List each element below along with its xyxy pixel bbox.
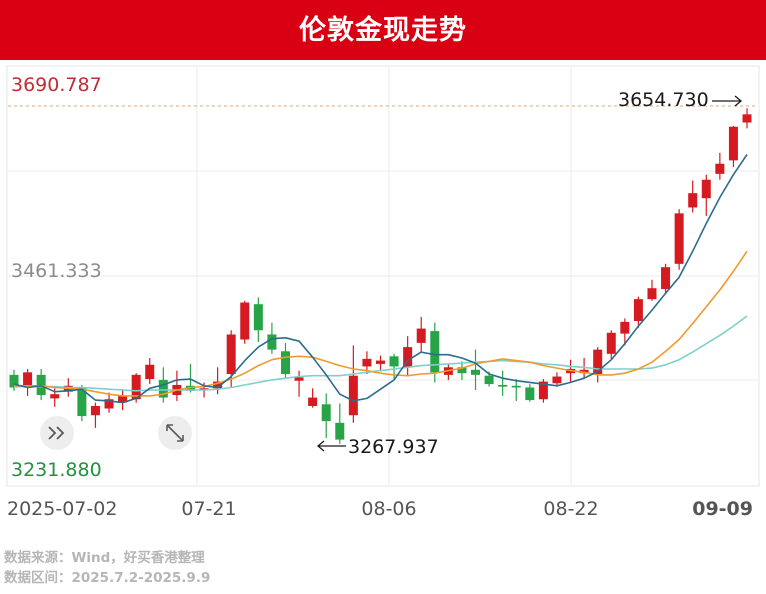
candle-body bbox=[348, 375, 358, 416]
candle-body bbox=[36, 374, 46, 396]
candle-body bbox=[688, 193, 698, 208]
candle-body bbox=[674, 213, 684, 264]
max-annotation-label: 3654.730 bbox=[618, 89, 709, 111]
candle-body bbox=[525, 387, 535, 401]
ma10-line bbox=[14, 250, 748, 397]
candle-body bbox=[280, 351, 290, 375]
double-chevron-right-icon-bg bbox=[40, 416, 74, 450]
candle-body bbox=[620, 321, 630, 334]
candle-body bbox=[715, 163, 725, 174]
candle-body bbox=[742, 114, 752, 123]
min-annotation-arrow bbox=[316, 440, 346, 452]
candle-body bbox=[403, 347, 413, 368]
candle-body bbox=[308, 397, 318, 406]
candle-body bbox=[23, 372, 33, 388]
candle-body bbox=[118, 395, 128, 403]
candle-body bbox=[199, 388, 209, 390]
candle-body bbox=[240, 302, 250, 340]
candle-body bbox=[579, 369, 589, 374]
candle-body bbox=[728, 126, 738, 161]
candle-body bbox=[538, 381, 548, 400]
candle-body bbox=[471, 369, 481, 375]
candle-body bbox=[77, 387, 87, 417]
range-note: 数据区间：2025.7.2-2025.9.9 bbox=[4, 570, 211, 586]
candle-body bbox=[90, 405, 100, 416]
candle-body bbox=[416, 328, 426, 343]
candle-body bbox=[593, 349, 603, 375]
double-chevron-right-icon bbox=[48, 426, 65, 440]
candle-body bbox=[253, 304, 263, 331]
min-annotation-label: 3267.937 bbox=[348, 436, 439, 458]
candle-body bbox=[701, 179, 711, 199]
candle-body bbox=[9, 374, 19, 388]
candle-body bbox=[661, 267, 671, 290]
max-annotation-arrow bbox=[712, 95, 743, 107]
candle-body bbox=[131, 374, 141, 400]
candle-body bbox=[457, 367, 467, 374]
candle-body bbox=[606, 332, 616, 354]
candle-body bbox=[498, 384, 508, 387]
chart-title: 伦敦金现走势 bbox=[0, 0, 766, 60]
x-tick-label: 08-22 bbox=[543, 498, 598, 520]
candle-body bbox=[213, 381, 223, 389]
source-note: 数据来源：Wind，好买香港整理 bbox=[4, 550, 205, 566]
y-tick-label-mid: 3461.333 bbox=[11, 260, 102, 282]
expand-arrows-icon bbox=[166, 424, 184, 442]
x-tick-label: 2025-07-02 bbox=[7, 498, 117, 520]
x-tick-label: 09-09 bbox=[692, 498, 753, 520]
candle-body bbox=[267, 334, 277, 350]
candle-body bbox=[633, 299, 643, 322]
candle-body bbox=[294, 377, 304, 381]
ma5-line bbox=[13, 154, 748, 404]
candle-body bbox=[50, 394, 60, 399]
x-tick-label: 07-21 bbox=[181, 498, 236, 520]
candle-body bbox=[376, 360, 385, 364]
candlestick-chart: 3690.787 3461.333 3231.880 2025-07-02 07-21 0… bbox=[6, 65, 760, 520]
x-tick-label: 08-06 bbox=[361, 498, 416, 520]
candle-body bbox=[335, 422, 345, 440]
candle-body bbox=[104, 399, 114, 409]
candle-body bbox=[552, 376, 562, 384]
y-tick-label-max: 3690.787 bbox=[11, 74, 102, 96]
candle-body bbox=[362, 358, 372, 367]
candle-body bbox=[158, 379, 168, 398]
candle-body bbox=[647, 288, 657, 300]
candle-body bbox=[145, 364, 155, 380]
y-tick-label-min: 3231.880 bbox=[11, 459, 102, 481]
ma20-line bbox=[14, 315, 748, 392]
candle-body bbox=[430, 331, 440, 373]
candle-body bbox=[511, 385, 521, 388]
candle-body bbox=[226, 334, 236, 375]
candle-body bbox=[389, 356, 399, 367]
candle-body bbox=[484, 375, 494, 385]
candle-body bbox=[321, 404, 331, 422]
